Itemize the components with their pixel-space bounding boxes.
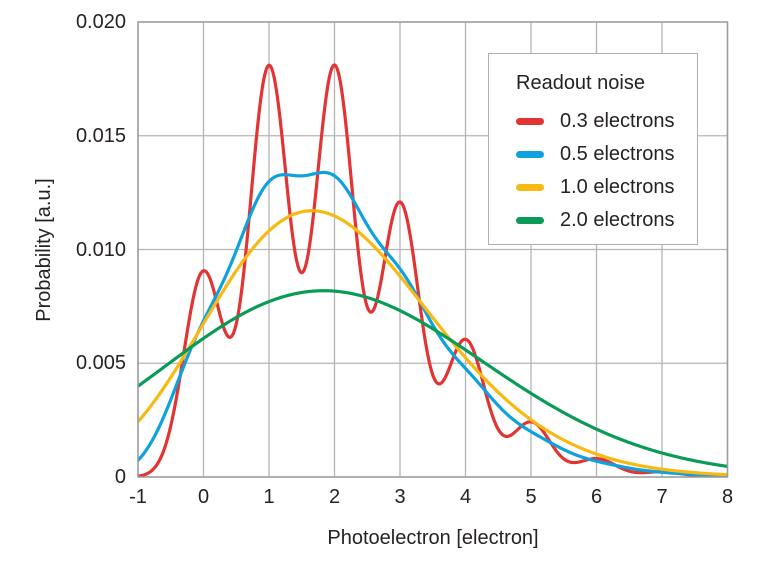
y-tick-label-0: 0 [114, 466, 126, 488]
legend-swatch-icon [516, 150, 544, 158]
plot-border [137, 21, 729, 478]
x-tick-label-4: 4 [459, 486, 472, 508]
x-tick-label-6: 6 [590, 486, 603, 508]
x-tick-label-2: 2 [328, 486, 341, 508]
x-tick-label-1: 1 [263, 486, 275, 508]
legend-swatch-icon [516, 216, 544, 224]
legend-item-0-3-electrons: 0.3 electrons [516, 108, 697, 134]
x-tick-label--1: -1 [129, 486, 147, 508]
y-tick-label-0.010: 0.010 [75, 238, 126, 261]
legend-item-0-5-electrons: 0.5 electrons [516, 141, 697, 167]
y-axis-title: Probability [a.u.] [33, 178, 55, 322]
x-axis-title: Photoelectron [electron] [327, 527, 539, 549]
curve-0-3-electrons [138, 63, 728, 477]
x-tick-label-0: 0 [197, 486, 210, 508]
curves [138, 63, 728, 477]
legend-item-label: 0.5 electrons [560, 143, 675, 165]
legend-title: Readout noise [516, 72, 645, 94]
legend-item-label: 1.0 electrons [560, 176, 675, 198]
legend-item-1-0-electrons: 1.0 electrons [516, 174, 697, 200]
x-tick-label-5: 5 [525, 486, 537, 508]
legend-swatch-icon [516, 117, 544, 125]
legend: Readout noise 0.3 electrons 0.5 electrons… [488, 53, 698, 245]
legend-item-label: 2.0 electrons [560, 209, 675, 231]
legend-swatch-icon [516, 183, 544, 191]
curve-2-0-electrons [138, 289, 728, 468]
curve-0-5-electrons [138, 170, 728, 477]
y-tick-label-0.015: 0.015 [75, 124, 126, 147]
y-tick-label-0.005: 0.005 [75, 352, 126, 375]
legend-item-label: 0.3 electrons [560, 110, 675, 132]
x-tick-label-3: 3 [394, 486, 406, 508]
y-tick-label-0.020: 0.020 [75, 11, 126, 33]
legend-item-2-0-electrons: 2.0 electrons [516, 207, 697, 233]
curve-1-0-electrons [138, 209, 728, 477]
x-tick-label-8: 8 [721, 486, 734, 508]
x-tick-label-7: 7 [656, 486, 668, 508]
legend-items: 0.3 electrons 0.5 electrons 1.0 electrons 2… [516, 108, 697, 233]
